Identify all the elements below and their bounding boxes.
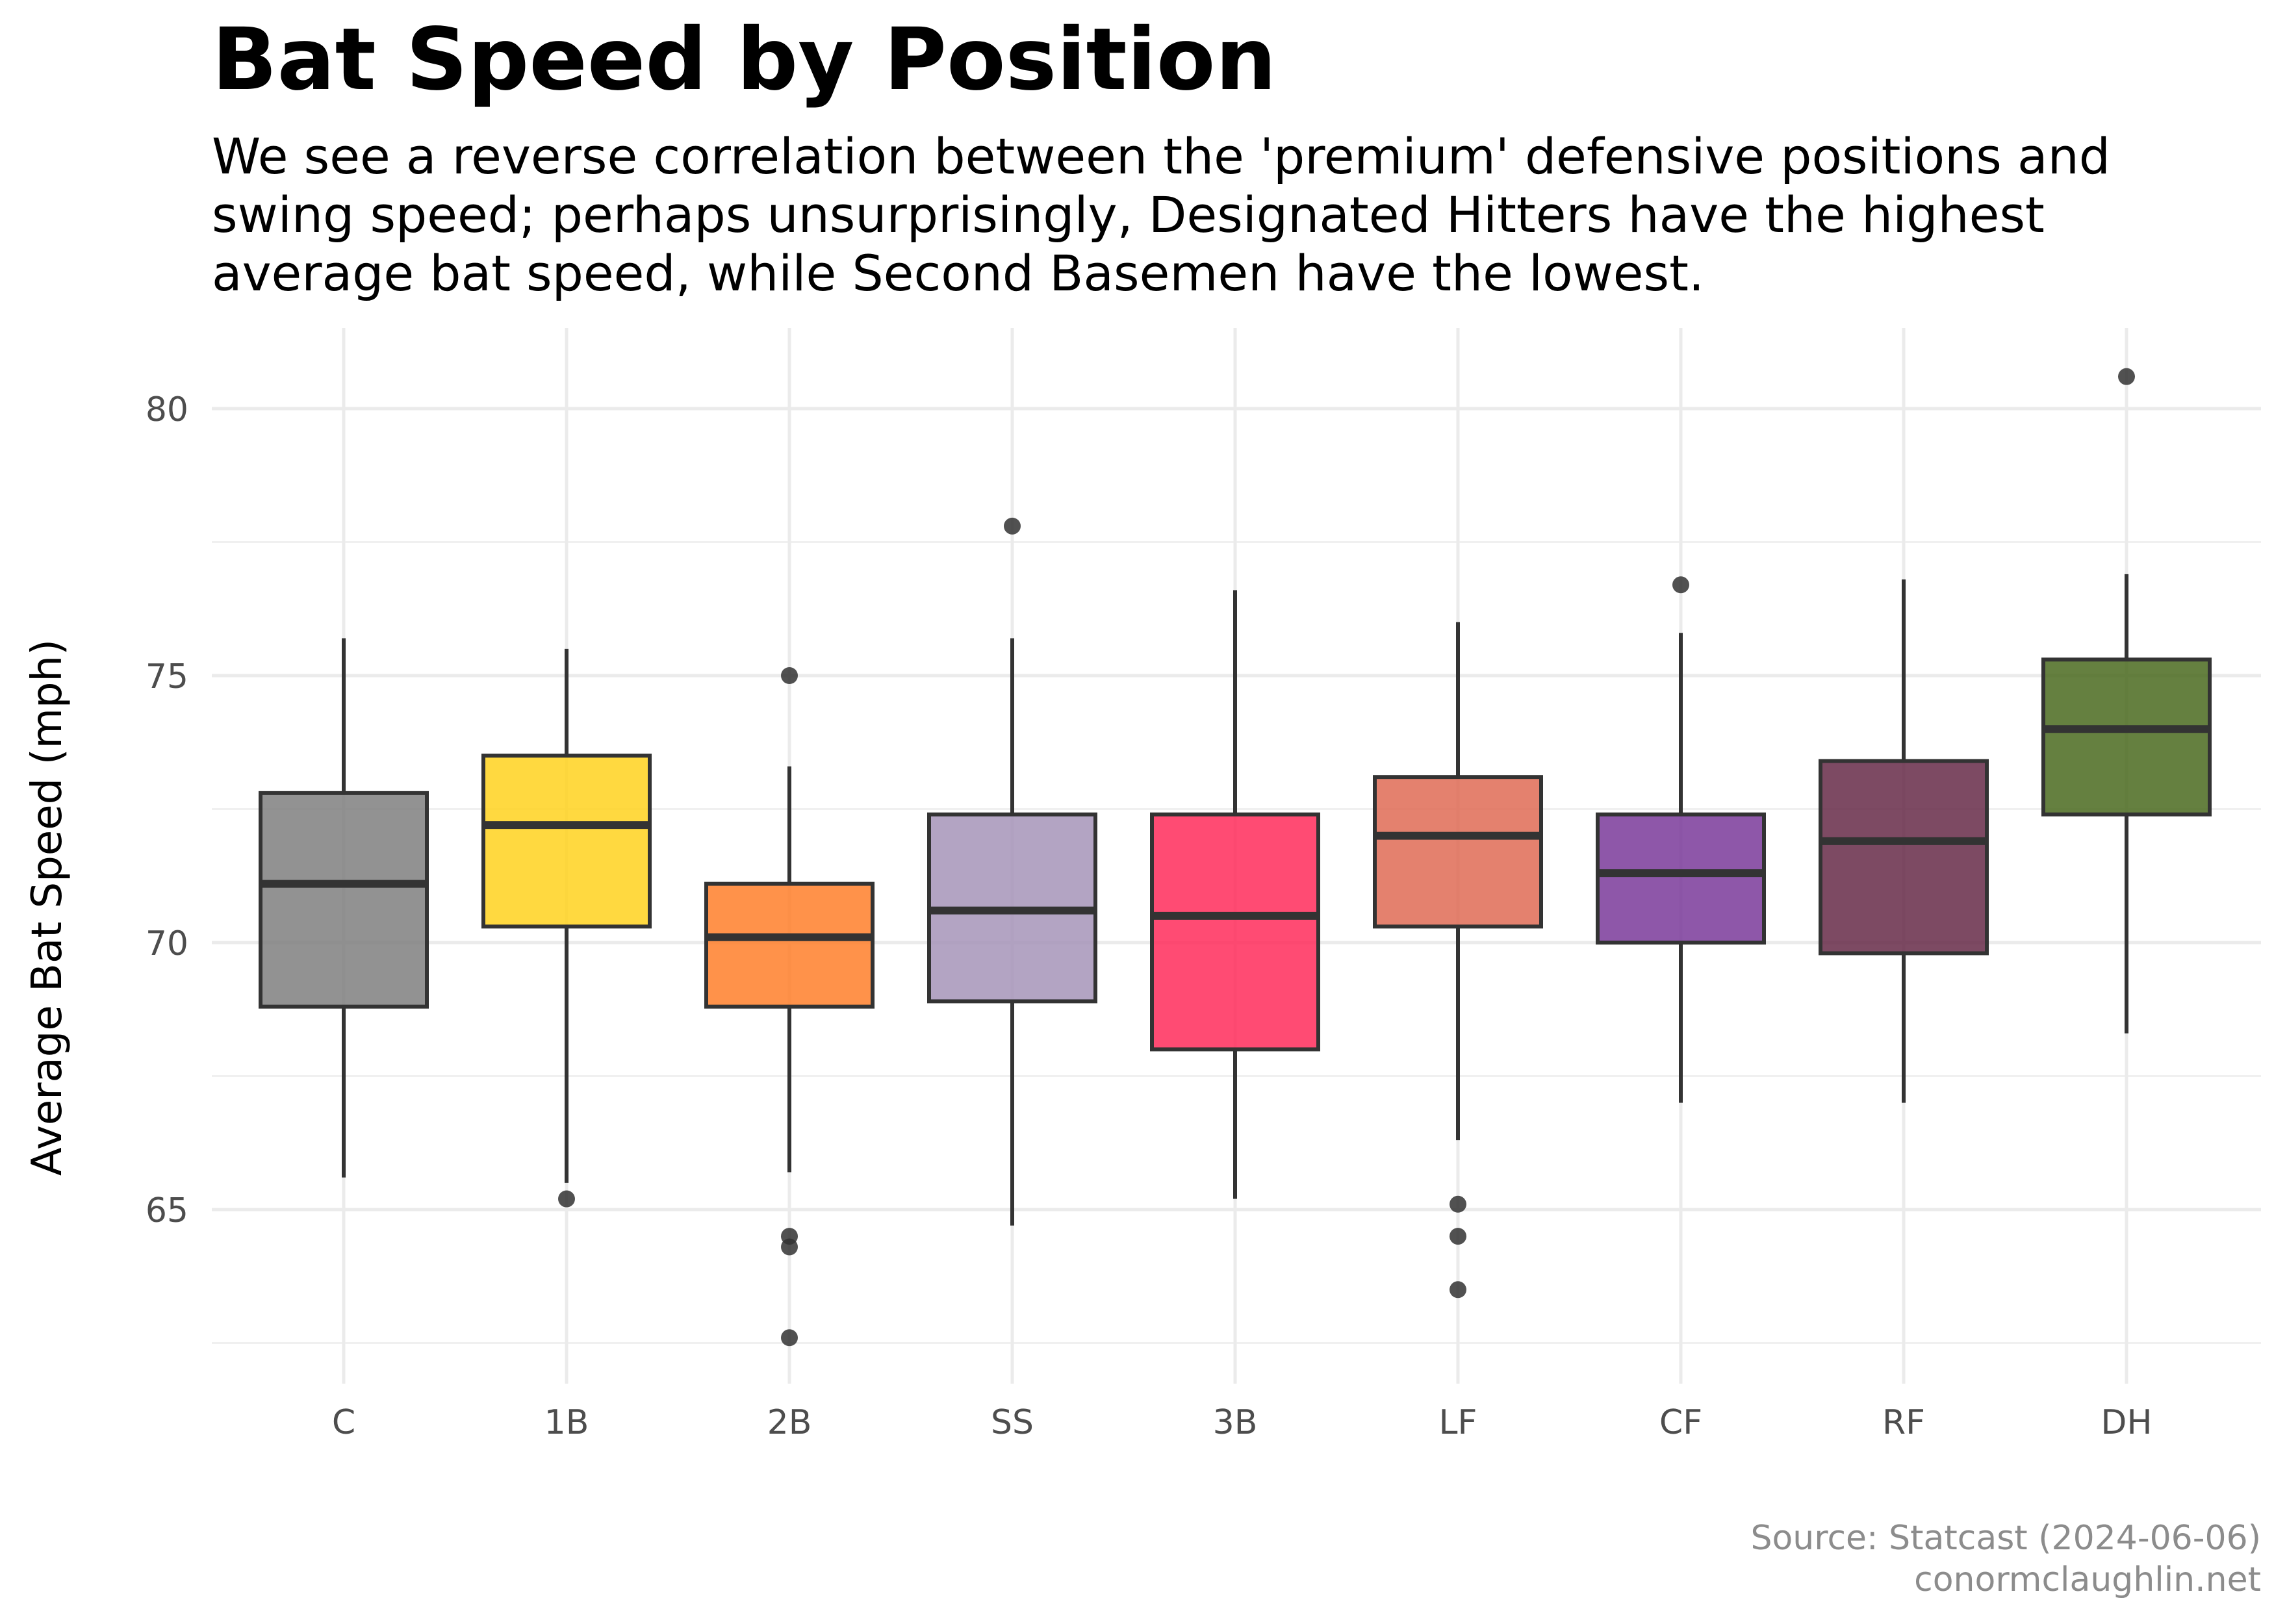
y-axis-tick-labels: 65 70 75 80 [146, 390, 188, 1230]
outlier-point [1450, 1228, 1466, 1245]
outlier-point [558, 1190, 575, 1208]
box-lf [1373, 622, 1543, 1299]
box-dh [2041, 368, 2212, 1034]
outlier-point [1450, 1281, 1466, 1299]
box-3b [1150, 590, 1320, 1199]
box-series [259, 368, 2212, 1347]
outlier-point [1672, 576, 1689, 594]
iqr-box [1150, 812, 1320, 1052]
outlier-point [781, 1329, 798, 1347]
outlier-point [1450, 1195, 1466, 1213]
outlier-point [781, 667, 798, 684]
iqr-box [704, 882, 875, 1009]
source-caption: Source: Statcast (2024-06-06) conormclau… [1750, 1517, 2261, 1601]
y-tick-label: 75 [146, 657, 188, 696]
y-tick-label: 65 [146, 1191, 188, 1230]
iqr-box [259, 791, 429, 1009]
x-tick-label: SS [991, 1403, 1034, 1442]
x-tick-label: 3B [1213, 1403, 1258, 1442]
iqr-box [2041, 657, 2212, 817]
source-line: Source: Statcast (2024-06-06) [1750, 1519, 2261, 1558]
x-axis-tick-labels: C 1B 2B SS 3B LF CF RF DH [332, 1403, 2153, 1442]
box-ss [927, 517, 1097, 1226]
outlier-point [2118, 368, 2135, 385]
box-rf [1819, 579, 1989, 1103]
outlier-point [781, 1238, 798, 1256]
x-tick-label: CF [1659, 1403, 1702, 1442]
box-c [259, 638, 429, 1178]
y-tick-label: 80 [146, 390, 188, 429]
x-tick-label: DH [2101, 1403, 2152, 1442]
x-tick-label: RF [1882, 1403, 1925, 1442]
box-2b [704, 667, 875, 1347]
outlier-point [1004, 517, 1021, 535]
x-tick-label: LF [1439, 1403, 1477, 1442]
iqr-box [1596, 812, 1766, 945]
x-tick-label: C [332, 1403, 355, 1442]
iqr-box [1373, 775, 1543, 929]
chart-title: Bat Speed by Position [212, 10, 1277, 110]
box-cf [1596, 576, 1766, 1103]
iqr-box [481, 754, 652, 929]
iqr-box [1819, 759, 1989, 956]
y-tick-label: 70 [146, 924, 188, 963]
box-1b [481, 648, 652, 1208]
x-tick-label: 1B [544, 1403, 589, 1442]
website-line: conormclaughlin.net [1914, 1560, 2261, 1599]
x-tick-label: 2B [767, 1403, 812, 1442]
chart-subtitle: We see a reverse correlation between the… [212, 127, 2110, 302]
